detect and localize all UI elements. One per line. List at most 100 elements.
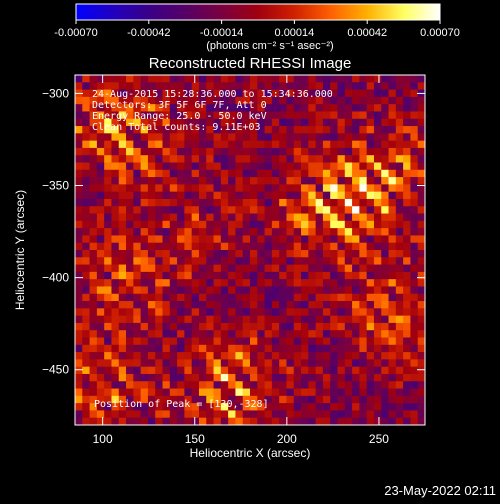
image-pixel [417,235,425,244]
image-pixel [279,111,287,120]
image-pixel [279,96,287,105]
image-pixel [104,366,112,375]
image-pixel [126,264,134,273]
image-pixel [228,96,236,105]
image-pixel [184,140,193,149]
image-pixel [213,301,222,309]
image-pixel [191,315,200,324]
image-pixel [155,104,163,112]
image-pixel [75,126,83,134]
image-pixel [162,359,171,368]
image-pixel [155,155,163,163]
image-pixel [118,359,127,368]
image-pixel [118,417,127,425]
image-pixel [271,140,280,149]
image-pixel [213,155,222,163]
colorbar-gradient [75,3,441,21]
image-pixel [257,293,265,302]
image-pixel [359,279,368,287]
image-pixel [104,89,112,98]
image-pixel [301,381,309,389]
image-pixel [96,126,105,134]
image-pixel [410,293,419,302]
image-pixel [228,395,236,404]
image-pixel [191,126,200,134]
image-pixel [417,220,425,229]
image-pixel [250,315,258,324]
image-pixel [191,403,200,411]
image-pixel [301,235,309,244]
image-pixel [293,359,302,368]
image-pixel [250,133,258,142]
image-pixel [373,301,382,309]
image-pixel [206,257,214,265]
image-pixel [133,271,142,280]
image-pixel [352,330,360,338]
image-pixel [198,286,207,295]
image-pixel [111,82,120,90]
image-pixel [344,104,353,112]
image-pixel [184,133,193,142]
image-pixel [337,395,346,404]
image-pixel [403,279,411,287]
image-pixel [133,344,142,353]
image-pixel [75,191,83,200]
image-pixel [162,220,171,229]
image-pixel [322,250,331,258]
image-pixel [308,293,317,302]
image-pixel [191,264,200,273]
image-pixel [242,133,251,142]
image-pixel [381,169,389,178]
image-pixel [140,169,149,178]
image-pixel [417,140,425,149]
image-pixel [395,250,404,258]
image-pixel [104,293,112,302]
image-pixel [147,293,156,302]
image-pixel [373,250,382,258]
image-pixel [293,279,302,287]
image-pixel [293,220,302,229]
image-pixel [286,198,295,207]
image-pixel [242,388,251,397]
image-pixel [133,301,142,309]
image-pixel [169,264,178,273]
image-pixel [403,308,411,317]
image-pixel [177,213,185,222]
image-pixel [293,352,302,360]
image-pixel [155,257,163,265]
image-pixel [410,155,419,163]
image-pixel [417,184,425,193]
image-pixel [301,89,309,98]
image-pixel [133,206,142,214]
image-pixel [75,395,83,404]
image-pixel [271,104,280,112]
image-pixel [89,104,98,112]
image-pixel [220,242,229,251]
image-pixel [89,235,98,244]
image-pixel [140,213,149,222]
image-pixel [184,344,193,353]
image-pixel [206,403,214,411]
image-pixel [352,89,360,98]
image-pixel [359,359,368,368]
image-pixel [315,220,324,229]
image-pixel [82,301,90,309]
image-pixel [366,308,375,317]
image-pixel [352,271,360,280]
image-pixel [191,257,200,265]
image-pixel [395,220,404,229]
image-pixel [410,198,419,207]
image-pixel [337,279,346,287]
image-pixel [75,366,83,375]
image-pixel [286,140,295,149]
image-pixel [264,315,273,324]
image-pixel [235,366,244,375]
image-pixel [220,330,229,338]
image-pixel [322,403,331,411]
image-pixel [177,395,185,404]
image-pixel [126,359,134,368]
image-pixel [133,242,142,251]
image-pixel [198,308,207,317]
image-pixel [198,206,207,214]
image-pixel [89,301,98,309]
